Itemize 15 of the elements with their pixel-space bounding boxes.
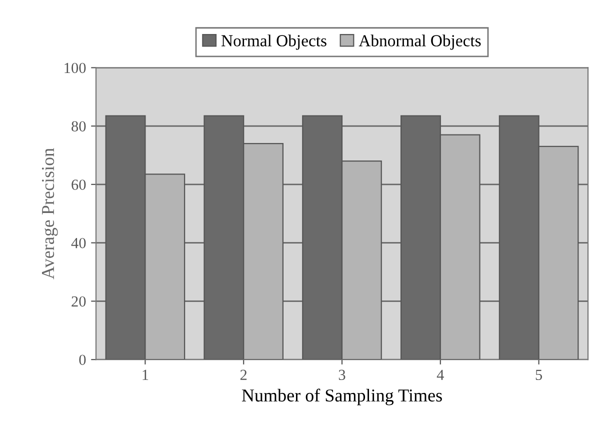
y-tick-label: 100 — [64, 62, 86, 74]
y-axis-title: Average Precision — [42, 148, 58, 280]
x-tick-label: 3 — [338, 370, 346, 380]
x-tick-label: 4 — [436, 370, 444, 380]
y-tick-label: 40 — [71, 238, 86, 248]
x-axis-title: Number of Sampling Times — [242, 388, 442, 406]
x-tick-label: 5 — [536, 370, 542, 380]
x-tick-label: 2 — [240, 370, 247, 380]
legend-label: Abnormal Objects — [358, 34, 481, 50]
y-tick-label: 20 — [72, 296, 86, 307]
legend-label: Normal Objects — [221, 34, 326, 50]
x-tick-label: 1 — [142, 370, 148, 380]
y-tick-label: 60 — [72, 180, 86, 190]
y-tick-label: 80 — [72, 121, 86, 132]
y-tick-label: 0 — [79, 354, 86, 365]
